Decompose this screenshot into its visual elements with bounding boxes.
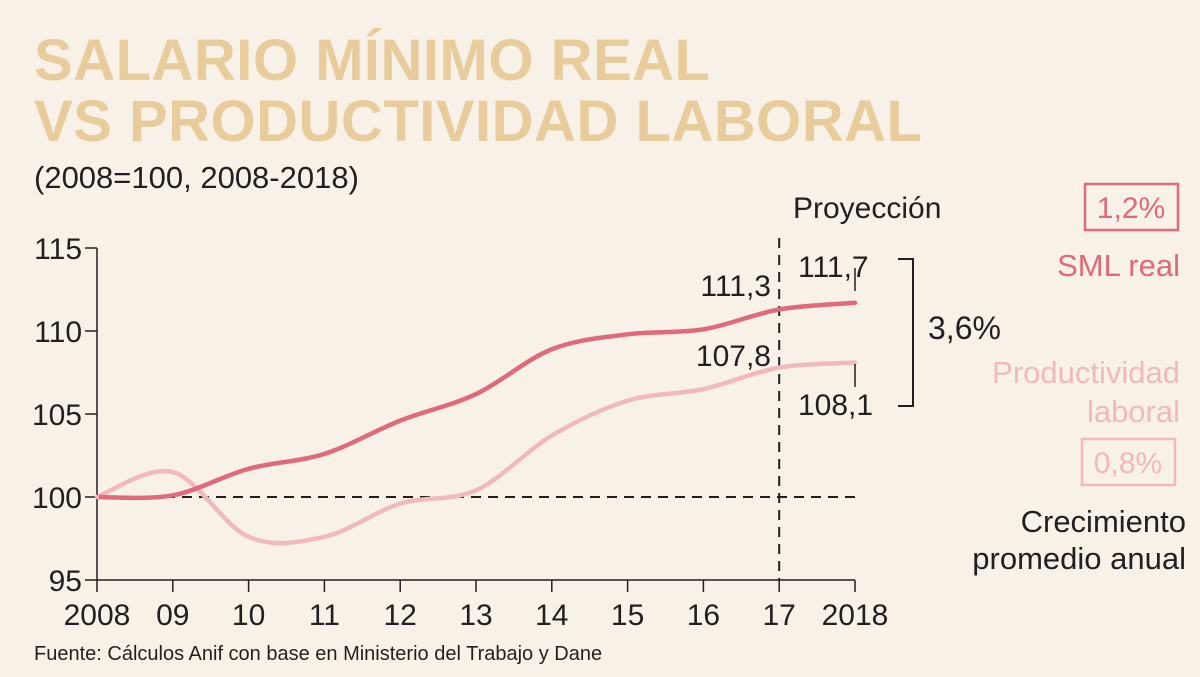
gap-label: 3,6% [928,310,1001,346]
projection-label: Proyección [793,192,941,225]
chart-title-line-1: SALARIO MÍNIMO REAL [34,28,711,93]
x-tick-label: 14 [535,599,568,632]
data-point-productividad-2012 [398,501,403,506]
data-point-sml-real-2011 [322,451,327,456]
series-points-sml-real [95,300,857,499]
y-tick-label: 105 [32,399,82,432]
chart-title-line-2: VS PRODUCTIVIDAD LABORAL [34,89,923,154]
data-point-productividad-2016 [701,387,706,392]
data-point-productividad-2013 [474,488,478,493]
legend-note-line-2: promedio anual [972,541,1186,576]
data-label-sml-2018: 111,7 [798,251,869,284]
data-point-sml-real-2009 [170,493,175,498]
source-note: Fuente: Cálculos Anif con base en Minist… [34,643,603,665]
x-tick-label: 15 [611,599,644,632]
y-tick-label: 95 [49,565,82,598]
y-tick-label: 100 [32,482,82,515]
series-line-sml-real [94,300,858,501]
series-points-productividad [95,360,857,539]
legend-prod-rate: 0,8% [1094,447,1162,480]
y-ticks: 95 100 105 110 115 [32,233,97,598]
data-label-prod-2017: 107,8 [696,340,771,373]
data-point-sml-real-2014 [549,347,554,352]
legend-box-prod-rate [1080,437,1177,487]
data-point-productividad-2009 [170,470,175,475]
legend-sml-rate: 1,2% [1097,192,1165,225]
x-tick-label: 17 [763,599,796,632]
data-point-productividad-2014 [549,433,554,438]
x-tick-label: 2008 [64,599,131,632]
data-label-prod-2018: 108,1 [798,389,873,422]
x-tick-label: 10 [232,599,265,632]
data-point-sml-real-2013 [474,392,478,397]
x-tick-label: 11 [309,599,340,632]
data-point-productividad-2017 [777,365,782,370]
gap-bracket [898,258,914,407]
x-tick-label: 16 [687,599,720,632]
x-ticks: 2008 09 10 11 12 13 14 15 16 17 2018 [64,580,889,632]
x-tick-label: 2018 [822,599,889,632]
data-point-sml-real-2010 [246,466,251,471]
data-point-sml-real-2015 [625,332,630,337]
legend-prod-label-line-2: laboral [1087,394,1180,429]
series-line-productividad [94,360,858,546]
x-tick-label: 12 [384,599,417,632]
x-tick-label: 13 [459,599,492,632]
legend-box-sml-rate [1083,182,1180,232]
y-tick-label: 110 [34,316,82,349]
legend-note-line-1: Crecimiento [1021,504,1186,539]
data-point-sml-real-2017 [777,307,782,312]
legend-sml-label: SML real [1057,248,1180,283]
y-tick-label: 115 [34,233,82,266]
data-label-sml-2017: 111,3 [700,270,771,303]
data-point-productividad-2008 [95,495,99,499]
chart-subtitle: (2008=100, 2008-2018) [34,160,359,195]
data-point-productividad-2015 [625,398,630,403]
data-point-productividad-2010 [246,534,251,539]
data-point-productividad-2018 [853,360,857,365]
data-point-sml-real-2016 [701,327,706,332]
data-point-sml-real-2018 [853,300,857,305]
data-point-productividad-2011 [322,534,327,539]
data-point-sml-real-2012 [398,418,403,423]
legend-prod-label-line-1: Productividad [992,355,1180,390]
x-tick-label: 09 [156,599,189,632]
